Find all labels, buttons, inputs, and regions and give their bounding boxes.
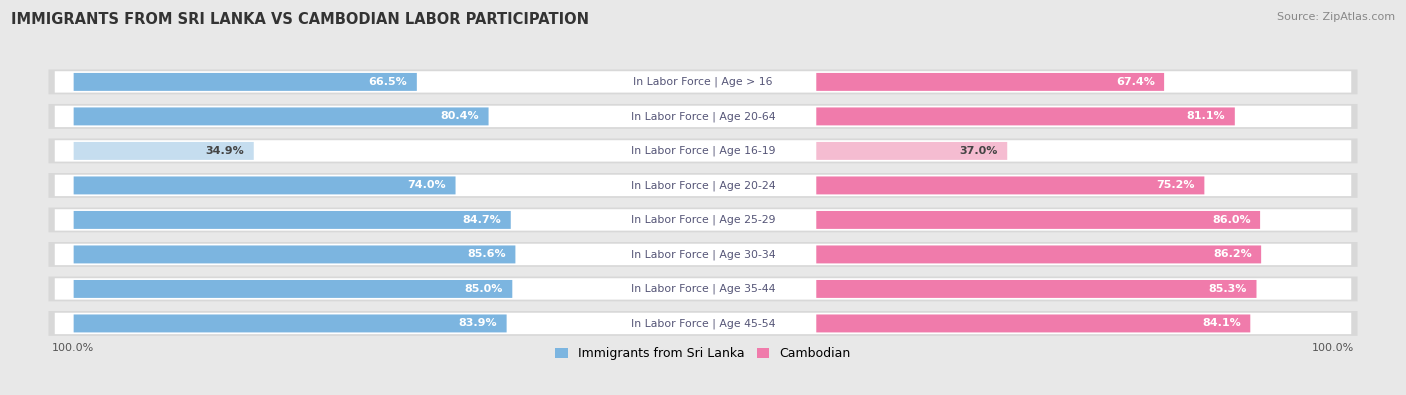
Text: 34.9%: 34.9% — [205, 146, 245, 156]
FancyBboxPatch shape — [73, 73, 416, 91]
Text: 74.0%: 74.0% — [408, 181, 446, 190]
FancyBboxPatch shape — [48, 276, 1358, 301]
FancyBboxPatch shape — [73, 211, 510, 229]
Text: In Labor Force | Age 35-44: In Labor Force | Age 35-44 — [631, 284, 775, 294]
Text: In Labor Force | Age 45-54: In Labor Force | Age 45-54 — [631, 318, 775, 329]
FancyBboxPatch shape — [55, 313, 1351, 334]
FancyBboxPatch shape — [817, 107, 1234, 125]
Text: 84.7%: 84.7% — [463, 215, 502, 225]
FancyBboxPatch shape — [48, 139, 1358, 164]
Text: 85.6%: 85.6% — [467, 249, 506, 260]
Text: 37.0%: 37.0% — [959, 146, 998, 156]
FancyBboxPatch shape — [817, 314, 1250, 333]
FancyBboxPatch shape — [73, 177, 456, 194]
Text: 86.2%: 86.2% — [1213, 249, 1251, 260]
Text: 83.9%: 83.9% — [458, 318, 498, 329]
Text: 85.3%: 85.3% — [1209, 284, 1247, 294]
FancyBboxPatch shape — [55, 244, 1351, 265]
Text: 85.0%: 85.0% — [464, 284, 503, 294]
FancyBboxPatch shape — [73, 245, 516, 263]
FancyBboxPatch shape — [817, 177, 1205, 194]
Text: In Labor Force | Age > 16: In Labor Force | Age > 16 — [633, 77, 773, 87]
FancyBboxPatch shape — [55, 71, 1351, 92]
FancyBboxPatch shape — [55, 106, 1351, 127]
FancyBboxPatch shape — [55, 175, 1351, 196]
FancyBboxPatch shape — [73, 107, 488, 125]
FancyBboxPatch shape — [48, 311, 1358, 336]
Text: In Labor Force | Age 30-34: In Labor Force | Age 30-34 — [631, 249, 775, 260]
FancyBboxPatch shape — [55, 278, 1351, 300]
FancyBboxPatch shape — [48, 104, 1358, 129]
FancyBboxPatch shape — [55, 209, 1351, 231]
FancyBboxPatch shape — [817, 211, 1260, 229]
FancyBboxPatch shape — [73, 142, 253, 160]
Text: In Labor Force | Age 16-19: In Labor Force | Age 16-19 — [631, 146, 775, 156]
FancyBboxPatch shape — [817, 73, 1164, 91]
FancyBboxPatch shape — [48, 242, 1358, 267]
FancyBboxPatch shape — [48, 173, 1358, 198]
Text: IMMIGRANTS FROM SRI LANKA VS CAMBODIAN LABOR PARTICIPATION: IMMIGRANTS FROM SRI LANKA VS CAMBODIAN L… — [11, 12, 589, 27]
Text: 100.0%: 100.0% — [1312, 342, 1354, 353]
Legend: Immigrants from Sri Lanka, Cambodian: Immigrants from Sri Lanka, Cambodian — [550, 342, 856, 365]
Text: Source: ZipAtlas.com: Source: ZipAtlas.com — [1277, 12, 1395, 22]
Text: 81.1%: 81.1% — [1187, 111, 1226, 121]
Text: 84.1%: 84.1% — [1202, 318, 1241, 329]
FancyBboxPatch shape — [73, 280, 512, 298]
Text: 66.5%: 66.5% — [368, 77, 408, 87]
FancyBboxPatch shape — [55, 140, 1351, 162]
Text: In Labor Force | Age 20-64: In Labor Force | Age 20-64 — [631, 111, 775, 122]
FancyBboxPatch shape — [73, 314, 506, 333]
Text: 80.4%: 80.4% — [440, 111, 479, 121]
Text: In Labor Force | Age 20-24: In Labor Force | Age 20-24 — [631, 180, 775, 191]
FancyBboxPatch shape — [817, 280, 1257, 298]
FancyBboxPatch shape — [817, 245, 1261, 263]
FancyBboxPatch shape — [48, 207, 1358, 232]
Text: 67.4%: 67.4% — [1116, 77, 1154, 87]
Text: 75.2%: 75.2% — [1156, 181, 1195, 190]
FancyBboxPatch shape — [817, 142, 1007, 160]
Text: In Labor Force | Age 25-29: In Labor Force | Age 25-29 — [631, 214, 775, 225]
FancyBboxPatch shape — [48, 70, 1358, 94]
Text: 86.0%: 86.0% — [1212, 215, 1251, 225]
Text: 100.0%: 100.0% — [52, 342, 94, 353]
